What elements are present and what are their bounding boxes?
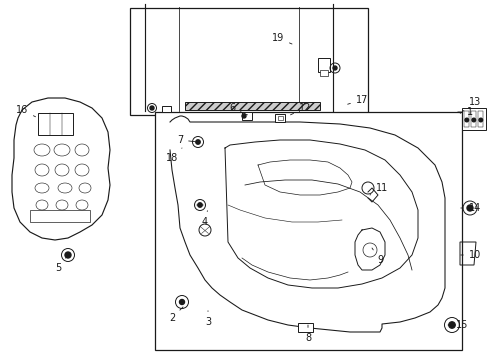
Circle shape — [195, 140, 200, 144]
Bar — [274, 114, 285, 122]
Circle shape — [478, 118, 482, 122]
Text: 4: 4 — [202, 211, 207, 227]
Circle shape — [332, 66, 336, 70]
Text: 16: 16 — [16, 105, 36, 117]
Text: 15: 15 — [447, 320, 467, 330]
Bar — [30, 210, 90, 222]
Circle shape — [471, 118, 475, 122]
Text: 18: 18 — [165, 148, 182, 163]
Text: 1: 1 — [457, 107, 472, 117]
Bar — [463, 111, 468, 127]
Text: 13: 13 — [459, 97, 480, 113]
Text: 11: 11 — [369, 183, 387, 195]
Bar — [461, 108, 485, 130]
Bar — [162, 106, 171, 112]
Bar — [155, 112, 461, 350]
Bar — [278, 116, 283, 120]
Text: 9: 9 — [371, 248, 382, 265]
Bar — [130, 8, 367, 115]
Circle shape — [242, 114, 245, 118]
Bar — [319, 70, 327, 76]
Text: 14: 14 — [460, 203, 480, 213]
Circle shape — [179, 300, 184, 305]
Circle shape — [464, 118, 468, 122]
Text: 6: 6 — [228, 103, 247, 115]
Text: 7: 7 — [177, 135, 195, 145]
Bar — [317, 58, 329, 72]
Text: 3: 3 — [204, 311, 211, 327]
Circle shape — [448, 322, 454, 328]
Text: 2: 2 — [168, 307, 183, 323]
Text: 10: 10 — [460, 250, 480, 260]
Bar — [297, 323, 312, 332]
Bar — [38, 113, 73, 135]
Text: 19: 19 — [271, 33, 291, 44]
Circle shape — [150, 106, 154, 110]
Circle shape — [197, 203, 202, 207]
Text: 12: 12 — [290, 103, 310, 115]
Bar — [184, 102, 319, 110]
Bar — [184, 102, 319, 110]
Bar — [477, 111, 483, 127]
Text: 17: 17 — [347, 95, 367, 105]
Circle shape — [466, 205, 472, 211]
Text: 8: 8 — [305, 325, 310, 343]
Circle shape — [65, 252, 71, 258]
Text: 5: 5 — [55, 257, 66, 273]
Bar — [470, 111, 475, 127]
Bar — [242, 112, 251, 120]
